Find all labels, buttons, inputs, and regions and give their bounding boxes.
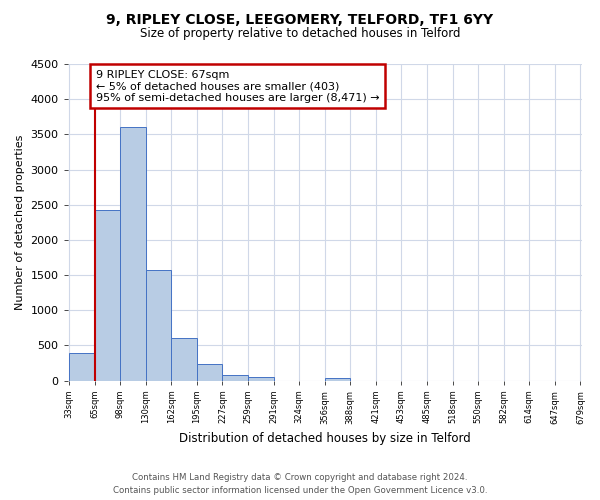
Text: Contains HM Land Registry data © Crown copyright and database right 2024.
Contai: Contains HM Land Registry data © Crown c… <box>113 473 487 495</box>
Bar <box>223 375 248 380</box>
Bar <box>69 353 95 380</box>
Bar <box>171 338 197 380</box>
Y-axis label: Number of detached properties: Number of detached properties <box>15 134 25 310</box>
Text: 9, RIPLEY CLOSE, LEEGOMERY, TELFORD, TF1 6YY: 9, RIPLEY CLOSE, LEEGOMERY, TELFORD, TF1… <box>106 12 494 26</box>
Bar <box>325 378 350 380</box>
Bar <box>95 210 120 380</box>
X-axis label: Distribution of detached houses by size in Telford: Distribution of detached houses by size … <box>179 432 470 445</box>
Text: Size of property relative to detached houses in Telford: Size of property relative to detached ho… <box>140 28 460 40</box>
Text: 9 RIPLEY CLOSE: 67sqm
← 5% of detached houses are smaller (403)
95% of semi-deta: 9 RIPLEY CLOSE: 67sqm ← 5% of detached h… <box>96 70 379 103</box>
Bar <box>248 377 274 380</box>
Bar <box>146 270 171 380</box>
Bar <box>197 364 223 380</box>
Bar <box>120 128 146 380</box>
